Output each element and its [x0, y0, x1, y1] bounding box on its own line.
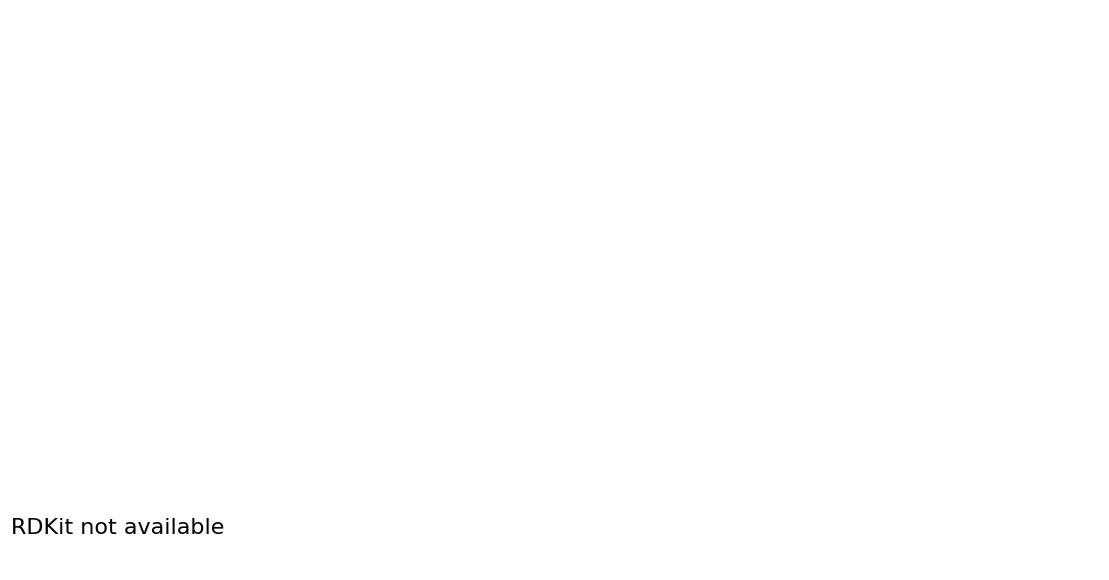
- Text: RDKit not available: RDKit not available: [11, 518, 224, 538]
